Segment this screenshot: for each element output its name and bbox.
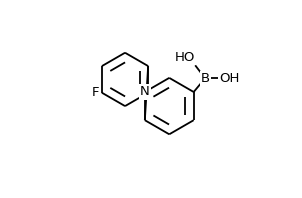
Text: F: F <box>92 86 99 99</box>
Text: N: N <box>140 86 150 98</box>
Text: B: B <box>201 72 210 85</box>
Text: OH: OH <box>219 72 239 85</box>
Text: HO: HO <box>175 51 195 64</box>
